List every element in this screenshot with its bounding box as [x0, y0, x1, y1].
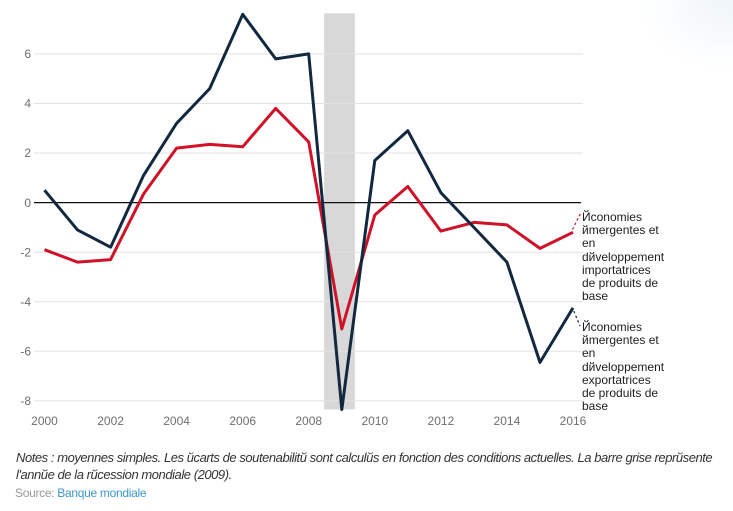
- svg-text:-2: -2: [20, 245, 31, 259]
- svg-text:-6: -6: [20, 345, 31, 359]
- svg-text:-8: -8: [20, 394, 31, 408]
- svg-text:-4: -4: [20, 295, 31, 309]
- svg-text:2014: 2014: [494, 414, 521, 428]
- svg-text:6: 6: [24, 47, 31, 61]
- svg-text:2002: 2002: [97, 414, 124, 428]
- svg-text:2016: 2016: [560, 414, 587, 428]
- svg-text:2006: 2006: [229, 414, 256, 428]
- svg-text:4: 4: [24, 97, 31, 111]
- svg-text:2: 2: [24, 146, 31, 160]
- svg-text:2008: 2008: [295, 414, 322, 428]
- svg-text:2000: 2000: [31, 414, 58, 428]
- svg-text:2012: 2012: [428, 414, 455, 428]
- svg-text:2010: 2010: [361, 414, 388, 428]
- svg-text:2004: 2004: [163, 414, 190, 428]
- svg-text:0: 0: [24, 196, 31, 210]
